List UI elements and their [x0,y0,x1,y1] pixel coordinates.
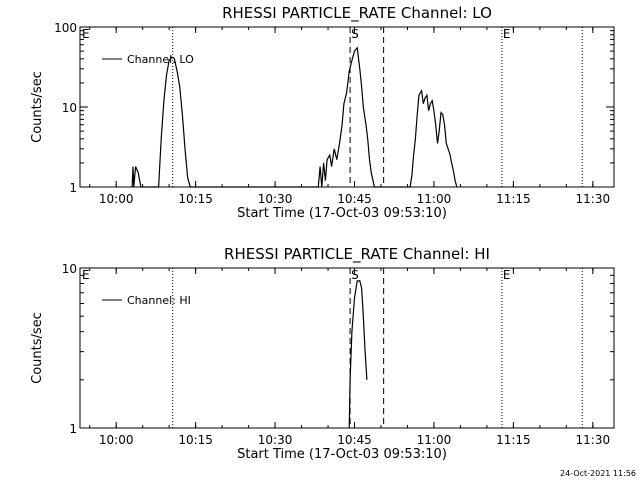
x-tick-label: 11:15 [496,192,531,206]
x-tick-label: 10:30 [258,192,293,206]
marker-e: E [82,27,90,41]
panel-hi: RHESSI PARTICLE_RATE Channel: HI 10:00 10:… [30,245,615,462]
plot-frame [79,267,615,429]
marker-e: E [503,27,511,41]
chart-title: RHESSI PARTICLE_RATE Channel: LO [222,4,492,23]
y-axis-label: Counts/sec [30,312,45,384]
footer-date: 24-Oct-2021 11:56 [560,469,636,478]
x-tick-label: 11:30 [576,192,611,206]
x-tick-label: 11:00 [417,433,452,447]
y-tick-label: 1 [69,181,77,195]
series-line [348,280,368,429]
x-axis-label: Start Time (17-Oct-03 09:53:10) [237,206,447,221]
x-tick-label: 10:15 [178,192,213,206]
x-tick-label: 11:30 [576,433,611,447]
y-tick-label: 100 [54,21,77,35]
x-axis-label: Start Time (17-Oct-03 09:53:10) [237,447,447,462]
marker-s: S [351,268,359,282]
series-line [131,46,458,188]
marker-s: S [351,27,359,41]
y-tick-label: 1 [69,422,77,436]
x-tick-label: 11:00 [417,192,452,206]
y-axis-label: Counts/sec [30,71,45,143]
x-tick-label: 11:15 [496,433,531,447]
x-tick-label: 10:00 [99,192,134,206]
chart-title: RHESSI PARTICLE_RATE Channel: HI [224,245,490,264]
marker-e: E [82,268,90,282]
y-tick-label: 10 [62,262,77,276]
panel-lo: RHESSI PARTICLE_RATE Channel: LO 10:00 10:… [30,4,615,221]
marker-e: E [503,268,511,282]
x-tick-label: 10:45 [337,192,372,206]
x-tick-label: 10:30 [258,433,293,447]
y-tick-label: 10 [62,101,77,115]
x-tick-label: 10:00 [99,433,134,447]
x-tick-label: 10:15 [178,433,213,447]
legend-label: Channel: LO [127,53,194,66]
legend-label: Channel: HI [127,294,191,307]
x-tick-label: 10:45 [337,433,372,447]
